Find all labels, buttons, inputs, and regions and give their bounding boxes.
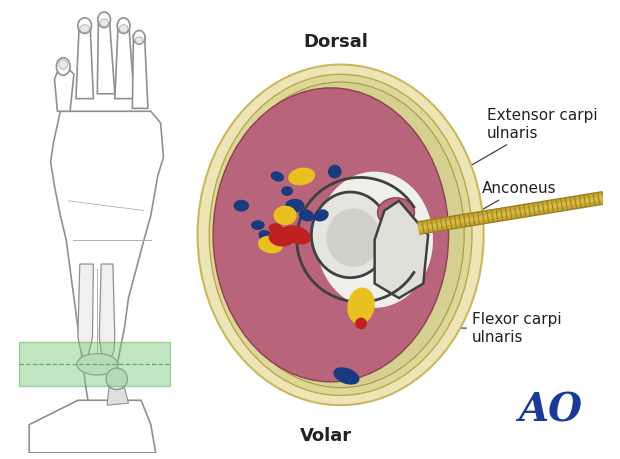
- Ellipse shape: [251, 220, 265, 230]
- Ellipse shape: [343, 237, 377, 281]
- Text: Volar: Volar: [300, 426, 352, 445]
- Ellipse shape: [117, 18, 130, 34]
- Ellipse shape: [273, 206, 297, 225]
- Text: AO: AO: [518, 392, 582, 430]
- Ellipse shape: [59, 60, 68, 69]
- Ellipse shape: [77, 353, 118, 375]
- Ellipse shape: [56, 58, 70, 75]
- Ellipse shape: [217, 82, 464, 388]
- Ellipse shape: [234, 200, 249, 212]
- Text: Supinator: Supinator: [333, 106, 407, 184]
- Ellipse shape: [283, 225, 311, 245]
- Ellipse shape: [100, 19, 108, 27]
- Ellipse shape: [198, 65, 484, 405]
- Polygon shape: [55, 67, 74, 111]
- Text: Dorsal: Dorsal: [303, 34, 368, 51]
- Ellipse shape: [268, 227, 296, 246]
- Ellipse shape: [78, 18, 92, 34]
- Text: Extensor carpi
ulnaris: Extensor carpi ulnaris: [421, 108, 597, 195]
- Ellipse shape: [314, 209, 329, 222]
- Ellipse shape: [378, 198, 415, 227]
- Ellipse shape: [334, 367, 360, 385]
- Ellipse shape: [213, 88, 449, 382]
- Ellipse shape: [258, 235, 283, 253]
- Polygon shape: [76, 24, 94, 99]
- Ellipse shape: [133, 30, 145, 44]
- Ellipse shape: [311, 192, 389, 278]
- Ellipse shape: [288, 168, 315, 185]
- Ellipse shape: [271, 171, 284, 182]
- Ellipse shape: [98, 12, 110, 28]
- Polygon shape: [107, 388, 128, 405]
- Polygon shape: [97, 18, 115, 94]
- Polygon shape: [115, 24, 135, 99]
- Ellipse shape: [209, 74, 472, 395]
- Ellipse shape: [316, 172, 433, 308]
- Ellipse shape: [285, 199, 304, 213]
- Polygon shape: [51, 111, 164, 434]
- Ellipse shape: [268, 223, 282, 233]
- Polygon shape: [374, 201, 428, 298]
- Ellipse shape: [355, 318, 367, 329]
- Ellipse shape: [347, 287, 375, 324]
- Ellipse shape: [80, 25, 89, 33]
- Text: Flexor carpi
ulnaris: Flexor carpi ulnaris: [397, 313, 562, 345]
- Ellipse shape: [299, 209, 314, 222]
- Polygon shape: [19, 342, 170, 386]
- Ellipse shape: [327, 208, 380, 267]
- Ellipse shape: [135, 37, 143, 44]
- Polygon shape: [99, 264, 115, 361]
- Polygon shape: [29, 400, 156, 453]
- Polygon shape: [78, 264, 94, 357]
- Ellipse shape: [328, 165, 342, 179]
- Ellipse shape: [106, 368, 128, 390]
- Ellipse shape: [259, 230, 275, 243]
- Ellipse shape: [119, 25, 128, 33]
- Text: Anconeus: Anconeus: [423, 181, 556, 243]
- Ellipse shape: [281, 186, 293, 196]
- Polygon shape: [132, 35, 148, 108]
